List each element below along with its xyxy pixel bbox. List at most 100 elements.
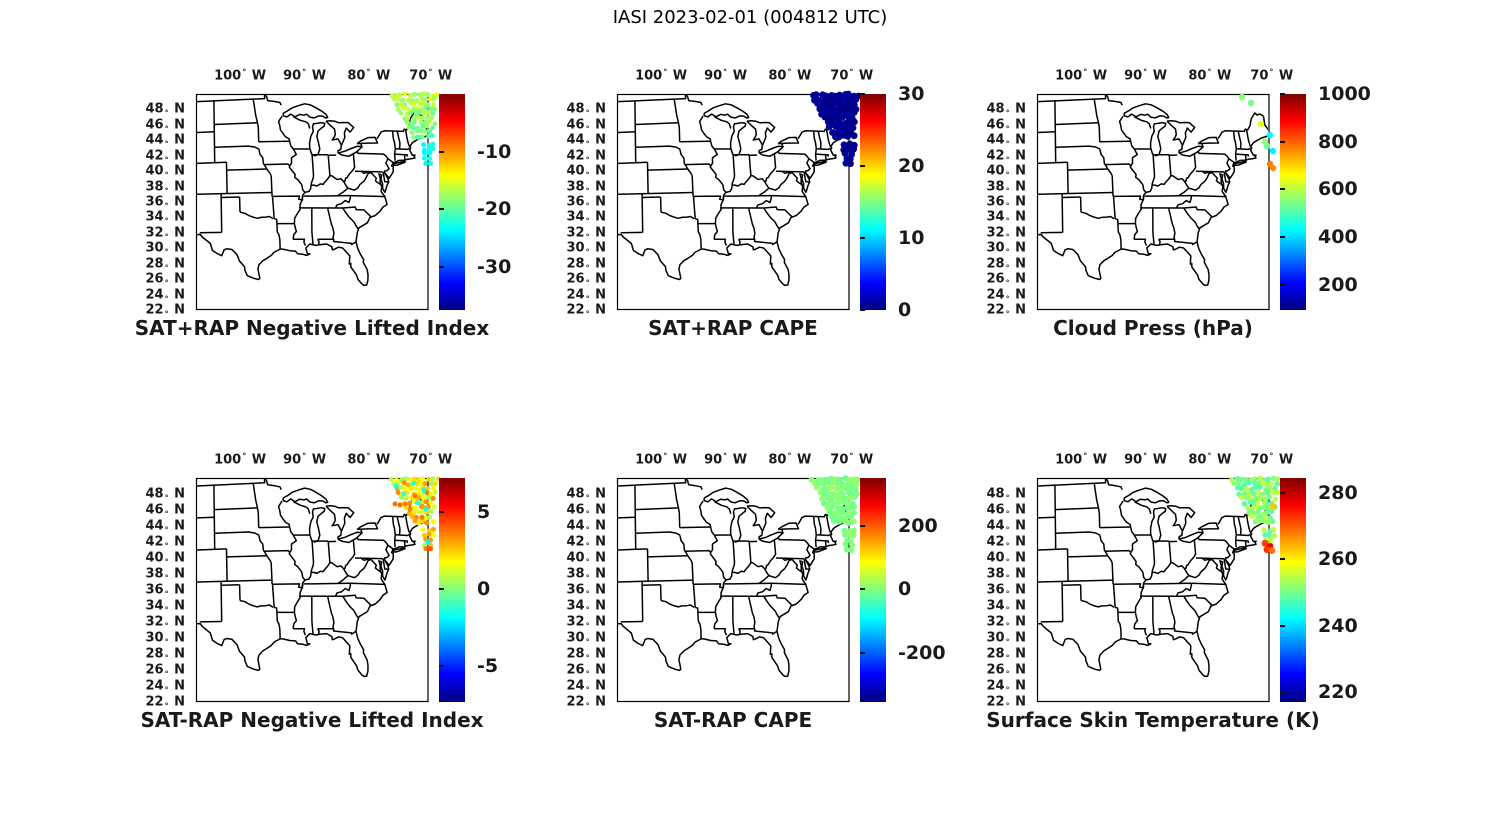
us-state-borders: [618, 479, 848, 678]
colorbar-tick: [860, 237, 865, 239]
lat-tick-label: 42° N: [566, 534, 606, 551]
colorbar-tick-label: 600: [1318, 178, 1358, 201]
map-plot: [616, 90, 862, 311]
lat-tick-label: 44° N: [986, 518, 1026, 535]
map-plot: [195, 91, 440, 311]
colorbar-tick: [1280, 283, 1285, 286]
lon-tick-label: 80° W: [768, 451, 812, 468]
lat-tick-label: 32° N: [986, 225, 1026, 242]
colorbar-tick: [860, 309, 865, 311]
map-frame: [616, 477, 850, 703]
colorbar-tick-label: -20: [477, 198, 512, 221]
colorbar: [860, 478, 886, 702]
lat-tick-label: 40° N: [566, 550, 606, 567]
lat-tick-label: 40° N: [145, 163, 185, 180]
lon-tick-label: 80° W: [1188, 67, 1232, 84]
lat-tick-label: 44° N: [566, 518, 606, 535]
map-frame: [195, 93, 429, 311]
lat-tick-label: 28° N: [145, 256, 185, 273]
colorbar-tick-label: -5: [477, 655, 499, 678]
lon-tick-label: 90° W: [704, 67, 748, 84]
lon-tick-label: 100° W: [1055, 67, 1108, 84]
colorbar-tick: [860, 165, 865, 167]
lat-tick-label: 34° N: [986, 598, 1026, 615]
lat-tick-label: 40° N: [566, 163, 606, 180]
lat-tick-label: 22° N: [145, 302, 185, 319]
lon-tick-label: 80° W: [768, 67, 812, 84]
lat-tick-label: 46° N: [566, 117, 606, 134]
lat-tick-label: 34° N: [986, 209, 1026, 226]
colorbar-tick-label: 240: [1318, 614, 1358, 637]
panel-surface-skin-temperature: 100° W 90° W 80° W 70° W 48° N 46° N 44° N 42°…: [961, 418, 1391, 763]
lat-tick-label: 46° N: [145, 502, 185, 519]
lat-tick-label: 30° N: [145, 240, 185, 257]
observation-dots: [1229, 475, 1281, 554]
lat-tick-label: 46° N: [986, 117, 1026, 134]
observation-dots: [810, 90, 862, 168]
colorbar-tick-label: 1000: [1318, 83, 1371, 105]
panel-title: Surface Skin Temperature (K): [986, 708, 1320, 732]
lon-tick-label: 80° W: [347, 67, 391, 84]
lat-tick-label: 38° N: [566, 566, 606, 583]
colorbar: [439, 478, 465, 702]
lat-tick-label: 28° N: [566, 256, 606, 273]
lon-tick-label: 100° W: [214, 451, 267, 468]
colorbar-tick: [439, 510, 444, 513]
lat-tick-label: 24° N: [145, 287, 185, 304]
lat-tick-label: 34° N: [145, 209, 185, 226]
lon-tick-label: 70° W: [1250, 451, 1294, 468]
lat-tick-label: 36° N: [566, 582, 606, 599]
colorbar-tick: [1280, 188, 1285, 191]
panel-title: Cloud Press (hPa): [1053, 316, 1253, 340]
colorbar-tick: [439, 588, 444, 591]
colorbar: [1280, 478, 1306, 702]
lat-tick-label: 36° N: [986, 194, 1026, 211]
map-frame: [1036, 477, 1270, 703]
lat-tick-label: 44° N: [145, 132, 185, 149]
panel-sat-plus-rap-cape: 100° W 90° W 80° W 70° W 48° N 46° N 44° N 42°…: [541, 34, 971, 379]
colorbar-tick-label: 260: [1318, 548, 1358, 571]
lat-tick-label: 22° N: [566, 302, 606, 319]
lat-tick-label: 32° N: [566, 614, 606, 631]
colorbar-tick-label: 0: [898, 578, 912, 601]
lat-tick-label: 30° N: [145, 630, 185, 647]
lat-tick-label: 38° N: [566, 179, 606, 196]
colorbar-tick: [860, 524, 865, 527]
lon-tick-label: 90° W: [704, 451, 748, 468]
lon-tick-label: 100° W: [635, 451, 688, 468]
us-state-borders: [197, 479, 427, 678]
colorbar-tick-label: -30: [477, 255, 512, 278]
us-state-borders: [1038, 95, 1268, 287]
colorbar-tick-label: 400: [1318, 226, 1358, 249]
colorbar-tick-label: 200: [1318, 273, 1358, 296]
lat-tick-label: 46° N: [145, 117, 185, 134]
lat-tick-label: 26° N: [986, 662, 1026, 679]
lat-tick-label: 44° N: [986, 132, 1026, 149]
lat-tick-label: 32° N: [145, 225, 185, 242]
colorbar-tick: [1280, 624, 1285, 627]
lat-tick-label: 40° N: [145, 550, 185, 567]
colorbar: [1280, 93, 1306, 310]
lat-tick-label: 48° N: [145, 486, 185, 503]
lat-tick-label: 28° N: [986, 646, 1026, 663]
map-plot: [616, 475, 861, 703]
lat-tick-label: 48° N: [986, 486, 1026, 503]
colorbar-tick-label: 20: [898, 155, 925, 177]
colorbar-tick-label: 0: [477, 578, 491, 601]
lat-tick-label: 26° N: [145, 662, 185, 679]
lon-tick-label: 70° W: [830, 451, 874, 468]
lat-tick-label: 46° N: [566, 502, 606, 519]
colorbar: [439, 94, 465, 310]
lat-tick-label: 32° N: [145, 614, 185, 631]
colorbar-tick: [439, 150, 444, 153]
panel-title: SAT-RAP Negative Lifted Index: [140, 708, 484, 732]
lat-tick-label: 30° N: [986, 240, 1026, 257]
lat-tick-label: 48° N: [986, 101, 1026, 118]
lon-tick-label: 90° W: [283, 67, 327, 84]
panel-cloud-press: 100° W 90° W 80° W 70° W 48° N 46° N 44° N 42°…: [961, 34, 1391, 379]
map-frame: [616, 93, 850, 311]
lat-tick-label: 40° N: [986, 163, 1026, 180]
colorbar-tick: [439, 208, 444, 211]
lon-tick-label: 80° W: [347, 451, 391, 468]
